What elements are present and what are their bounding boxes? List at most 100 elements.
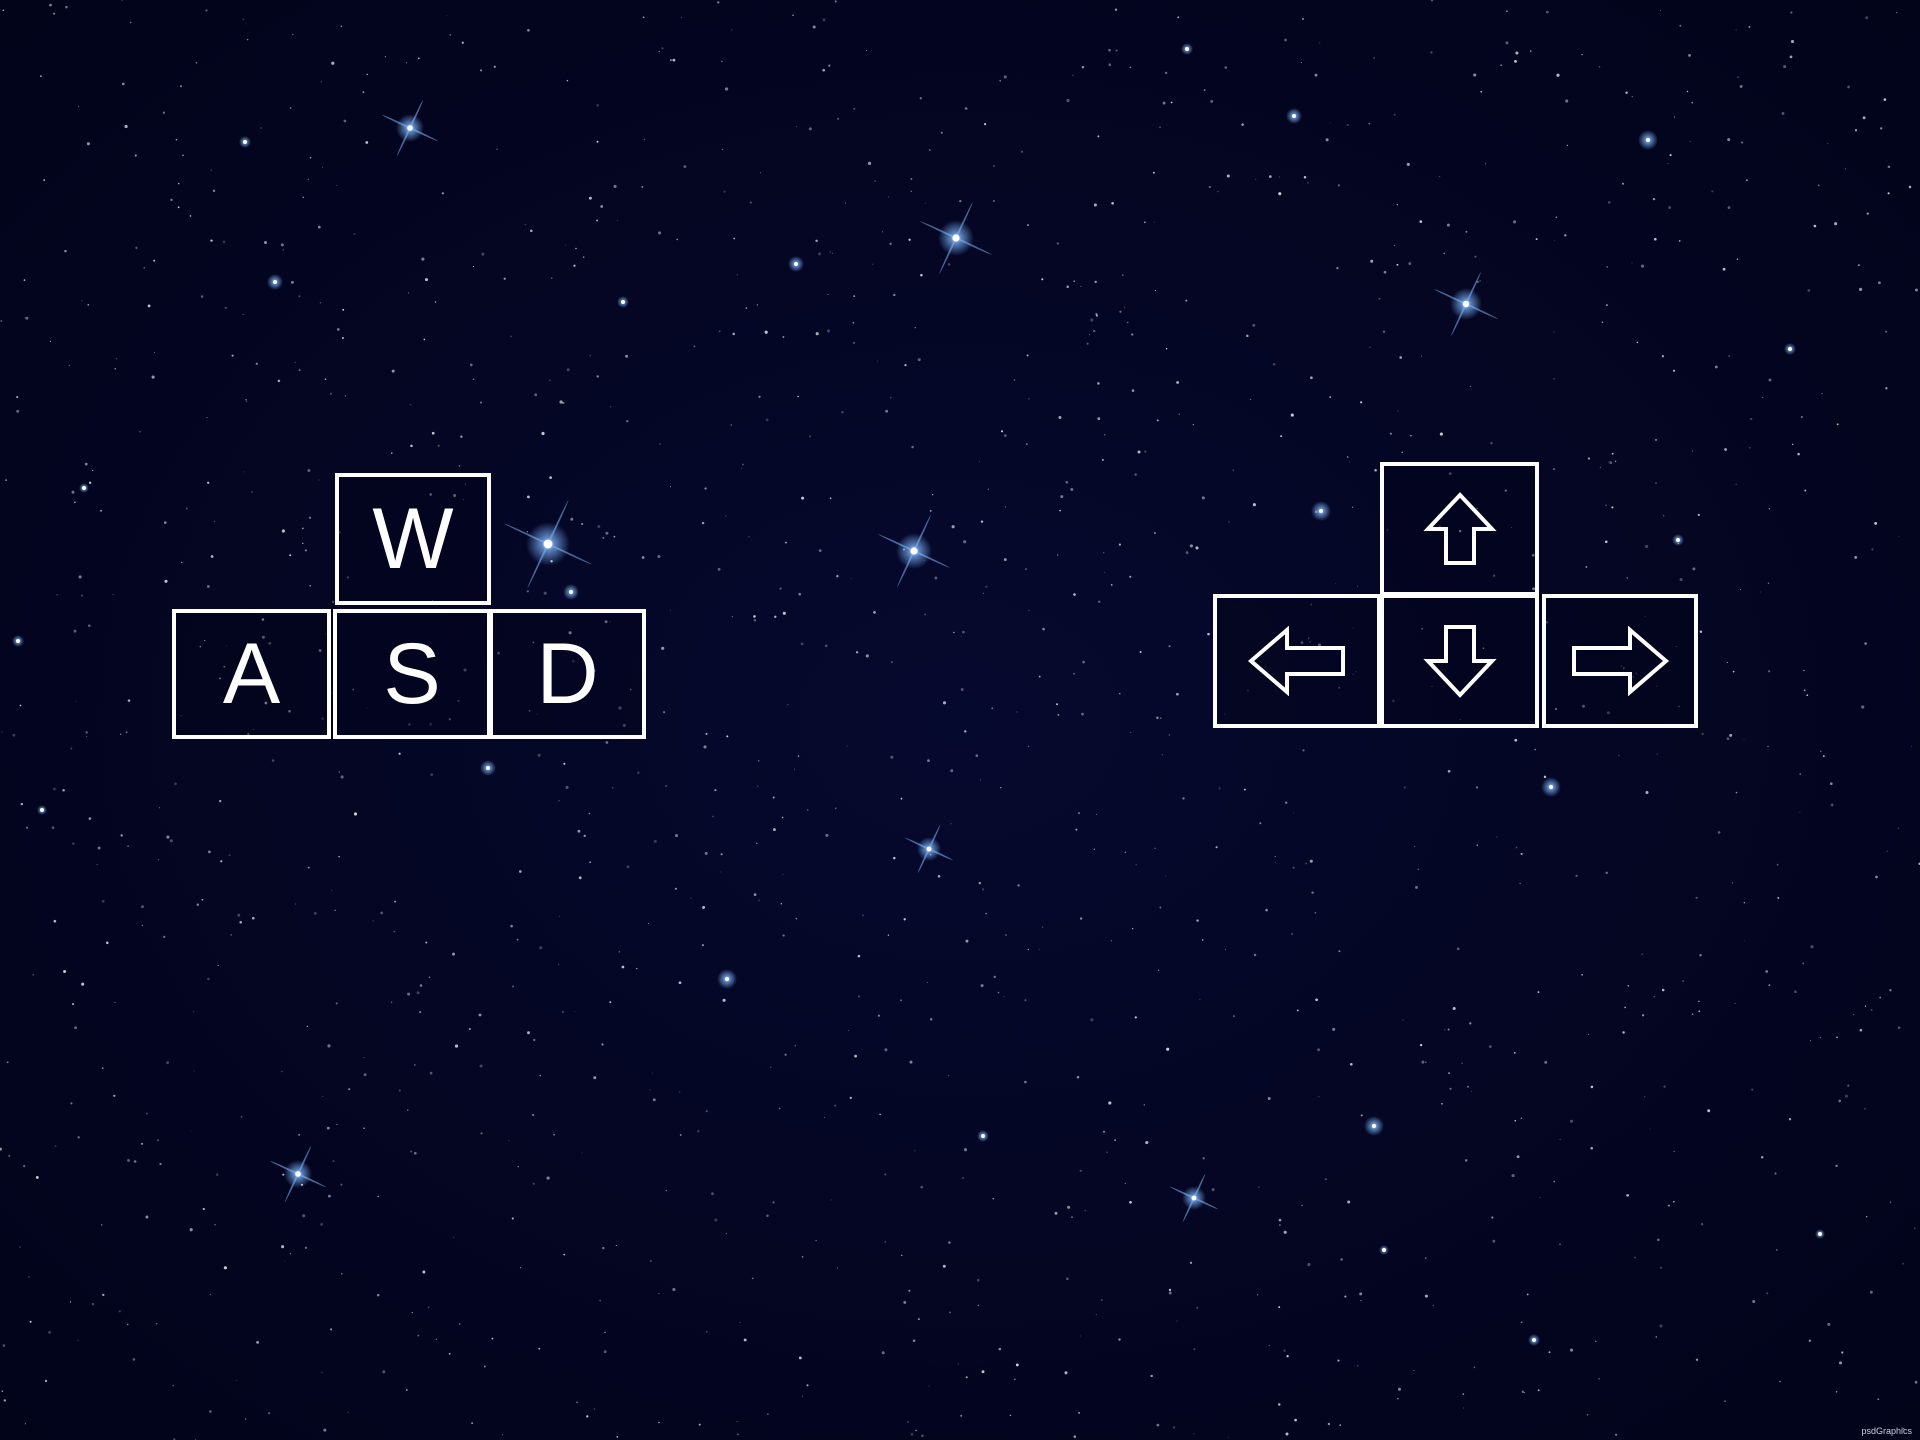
star <box>1768 984 1771 986</box>
star <box>1838 1361 1843 1365</box>
key-arrow-left[interactable] <box>1213 594 1381 728</box>
key-a[interactable]: A <box>172 609 331 739</box>
star <box>999 787 1002 789</box>
star <box>163 935 166 938</box>
star <box>204 639 206 642</box>
star <box>1464 1159 1468 1162</box>
star <box>1555 216 1558 218</box>
star <box>179 85 183 88</box>
key-w[interactable]: W <box>335 473 491 605</box>
arrow-left-icon <box>1247 626 1345 696</box>
star <box>244 1418 247 1420</box>
star <box>245 400 248 403</box>
star <box>1605 504 1607 506</box>
star <box>1430 51 1433 54</box>
star <box>1473 73 1477 77</box>
star <box>854 1054 858 1058</box>
star <box>964 107 968 110</box>
key-d[interactable]: D <box>489 609 646 739</box>
star <box>796 126 797 128</box>
star <box>1552 467 1556 471</box>
star <box>1889 989 1892 992</box>
star <box>1421 1060 1425 1064</box>
star <box>281 1070 283 1073</box>
star <box>1624 1006 1626 1009</box>
star <box>141 1143 143 1145</box>
star <box>246 38 249 41</box>
star <box>322 1095 324 1097</box>
star <box>71 1003 75 1006</box>
star <box>751 1277 754 1280</box>
star <box>101 1067 104 1070</box>
star <box>1250 399 1252 400</box>
star <box>1 731 3 733</box>
star <box>900 797 903 800</box>
star <box>665 1190 667 1192</box>
star <box>888 196 890 198</box>
star <box>1232 1015 1235 1018</box>
star <box>170 198 173 201</box>
star <box>453 494 457 497</box>
star <box>512 985 515 988</box>
star <box>1067 1205 1071 1209</box>
star <box>1359 401 1363 404</box>
star <box>1656 685 1658 687</box>
key-s[interactable]: S <box>333 609 491 739</box>
star <box>1080 285 1082 287</box>
star <box>1153 532 1156 534</box>
star <box>1265 908 1268 912</box>
star <box>441 192 444 195</box>
star <box>1217 190 1219 193</box>
star <box>1913 1227 1916 1230</box>
star <box>616 1436 619 1438</box>
star <box>1425 1061 1427 1063</box>
star <box>1159 126 1161 128</box>
key-arrow-right[interactable] <box>1542 594 1698 728</box>
star <box>1352 627 1354 629</box>
star <box>331 600 335 604</box>
key-arrow-down[interactable] <box>1380 594 1539 728</box>
star <box>647 922 649 924</box>
star <box>1548 1351 1551 1354</box>
star <box>1156 1423 1160 1427</box>
star <box>1511 1174 1515 1178</box>
star <box>28 1276 30 1278</box>
star <box>1329 122 1331 124</box>
star <box>1515 51 1519 55</box>
star <box>800 642 804 646</box>
star <box>1224 66 1228 69</box>
star <box>202 1207 205 1211</box>
star <box>1444 1029 1446 1031</box>
star <box>1124 1182 1126 1184</box>
star <box>1162 101 1166 105</box>
star <box>1675 646 1677 648</box>
star <box>77 1339 79 1341</box>
star <box>1877 1398 1880 1401</box>
star <box>967 219 968 221</box>
star <box>304 1246 308 1249</box>
star <box>1114 8 1118 11</box>
star <box>336 1123 338 1126</box>
star <box>541 431 545 436</box>
star <box>85 731 88 734</box>
star <box>1073 1435 1077 1438</box>
star <box>321 717 324 720</box>
star <box>874 180 876 182</box>
star <box>652 1072 654 1074</box>
star <box>1654 237 1657 241</box>
star <box>1421 355 1423 357</box>
star <box>3 1399 7 1402</box>
star <box>1108 1101 1112 1105</box>
star <box>1791 443 1794 446</box>
star <box>1093 203 1097 207</box>
key-arrow-up[interactable] <box>1380 462 1539 596</box>
star <box>511 1217 514 1220</box>
star <box>323 1428 327 1432</box>
star <box>568 631 572 635</box>
star <box>321 1371 323 1374</box>
star <box>210 555 214 558</box>
star <box>978 460 980 462</box>
star <box>618 951 620 953</box>
star <box>962 1177 965 1179</box>
star <box>1130 732 1132 734</box>
